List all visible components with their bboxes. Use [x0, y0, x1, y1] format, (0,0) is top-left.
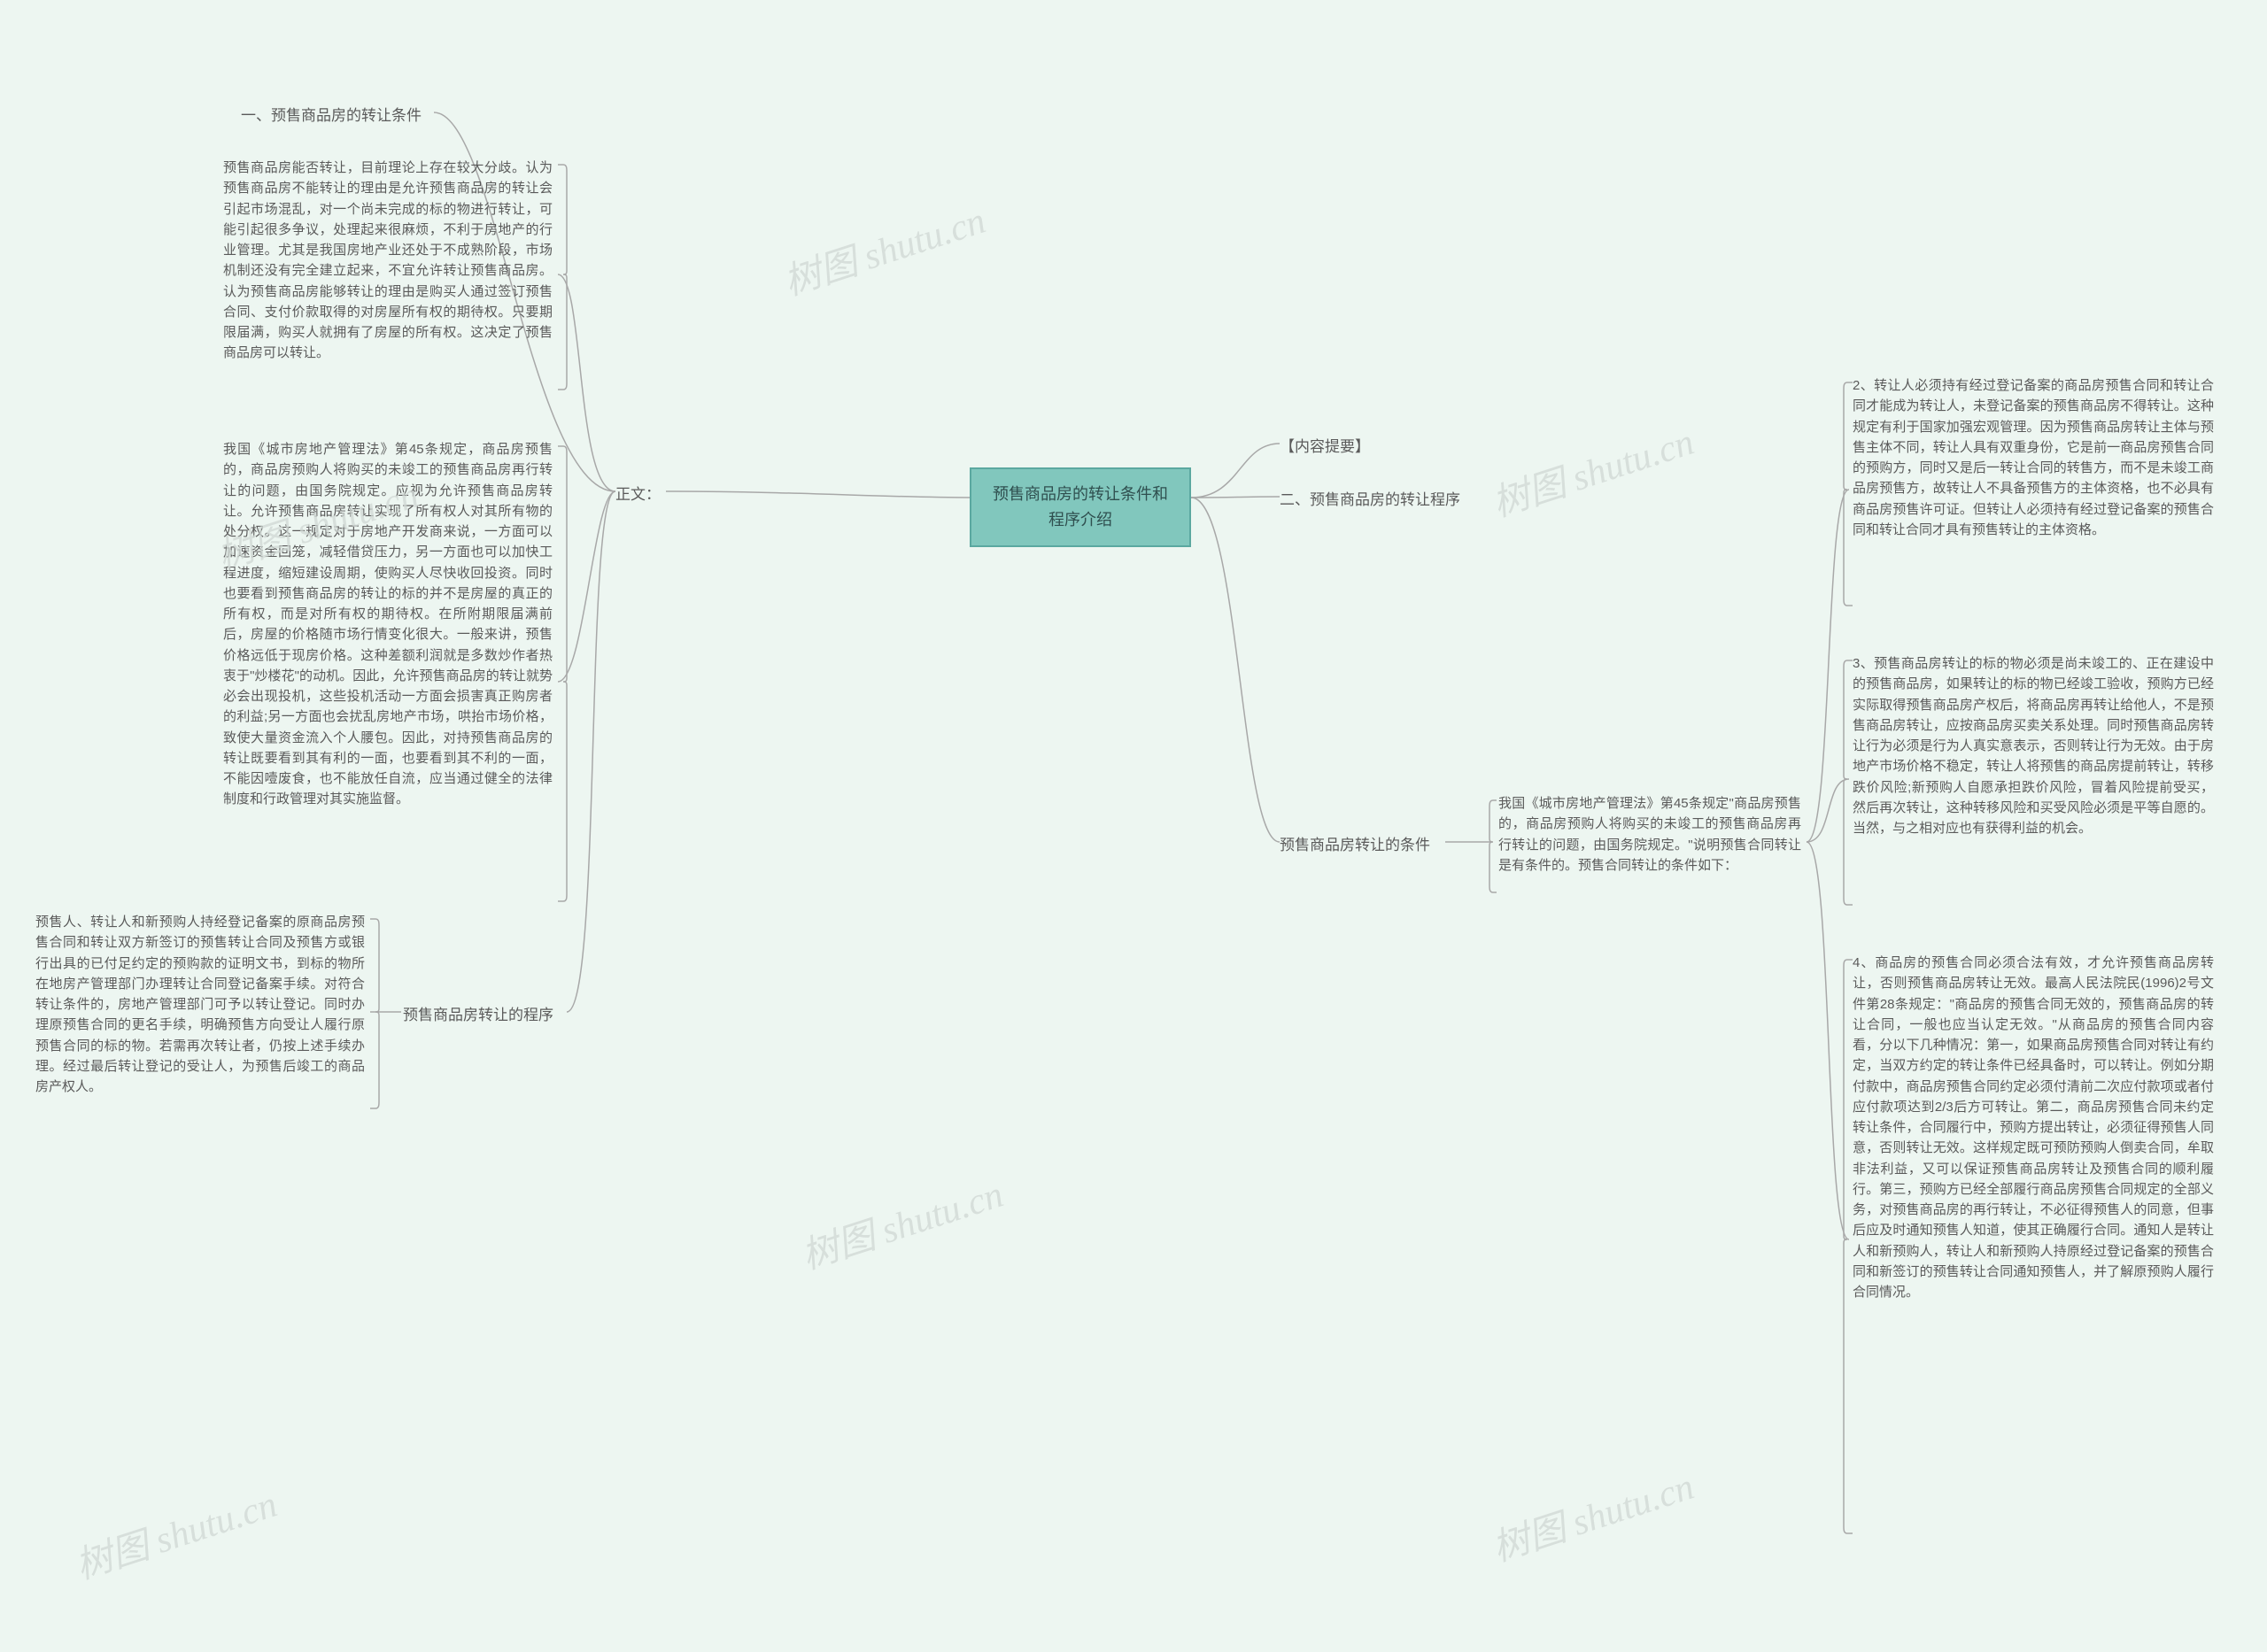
watermark-1: 树图 shutu.cn	[776, 190, 991, 306]
branch-left-main[interactable]: 正文：	[615, 483, 661, 506]
leaf-r3-intro: 我国《城市房地产管理法》第45条规定"商品房预售的，商品房预购人将购买的未竣工的…	[1498, 793, 1801, 876]
branch-r3[interactable]: 预售商品房转让的条件	[1280, 834, 1430, 857]
root-node[interactable]: 预售商品房的转让条件和 程序介绍	[970, 467, 1191, 547]
leaf-l1-para1: 预售商品房能否转让，目前理论上存在较大分歧。认为预售商品房不能转让的理由是允许预…	[223, 158, 553, 364]
watermark-4: 树图 shutu.cn	[1484, 412, 1699, 528]
branch-l2[interactable]: 预售商品房转让的程序	[403, 1004, 553, 1027]
watermark-5: 树图 shutu.cn	[1484, 1456, 1699, 1572]
root-line2: 程序介绍	[1048, 511, 1112, 529]
watermark-3: 树图 shutu.cn	[793, 1164, 1009, 1280]
branch-r2[interactable]: 二、预售商品房的转让程序	[1280, 489, 1460, 512]
root-line1: 预售商品房的转让条件和	[993, 485, 1168, 503]
leaf-l1-para2: 我国《城市房地产管理法》第45条规定，商品房预售的，商品房预购人将购买的未竣工的…	[223, 439, 553, 810]
leaf-r3-item4: 4、商品房的预售合同必须合法有效，才允许预售商品房转让，否则预售商品房转让无效。…	[1853, 953, 2214, 1302]
mindmap-canvas: 预售商品房的转让条件和 程序介绍 正文： 一、预售商品房的转让条件 预售商品房能…	[0, 0, 2267, 1652]
leaf-l2-para: 预售人、转让人和新预购人持经登记备案的原商品房预售合同和转让双方新签订的预售转让…	[35, 912, 365, 1097]
watermark-2: 树图 shutu.cn	[67, 1474, 282, 1590]
leaf-r3-item3: 3、预售商品房转让的标的物必须是尚未竣工的、正在建设中的预售商品房，如果转让的标…	[1853, 653, 2214, 838]
branch-l1[interactable]: 一、预售商品房的转让条件	[241, 104, 422, 127]
branch-r1[interactable]: 【内容提要】	[1280, 436, 1370, 459]
leaf-r3-item2: 2、转让人必须持有经过登记备案的商品房预售合同和转让合同才能成为转让人，未登记备…	[1853, 375, 2214, 540]
